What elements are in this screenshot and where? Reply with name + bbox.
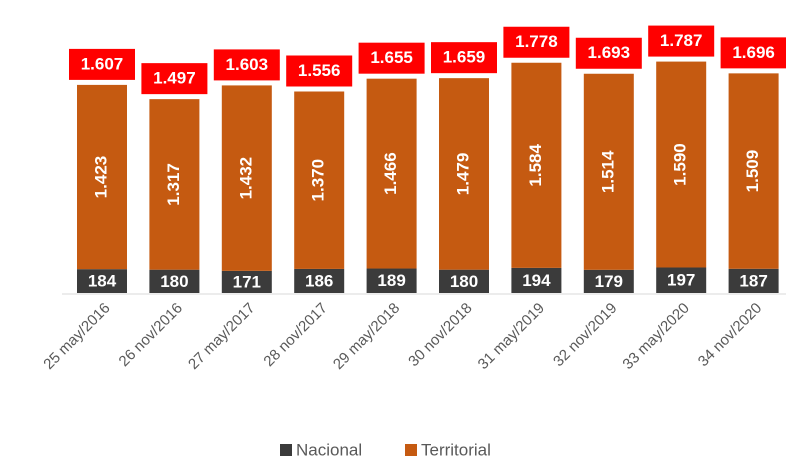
bar-segment [149,99,200,270]
value-label: 184 [88,272,117,291]
x-tick-label: 31 may/2019 [475,300,548,373]
value-label: 171 [233,272,261,291]
total-label: 1.696 [732,43,775,62]
value-label: 1.317 [164,163,183,206]
x-tick-label: 32 nov/2019 [550,300,620,370]
bar-segment [439,78,489,270]
bar-segment [149,269,200,293]
x-tick-label: 33 may/2020 [619,300,692,373]
bar-segment [77,269,127,293]
bar-segment [221,270,272,293]
value-label: 1.590 [671,143,690,186]
total-label: 1.659 [443,48,486,67]
legend-label: Nacional [296,440,362,459]
total-box [720,37,786,69]
value-label: 187 [739,271,767,290]
total-label: 1.497 [153,69,196,88]
x-tick-label: 30 nov/2018 [405,300,475,370]
legend-swatch [405,444,417,456]
bar-segment [728,268,779,293]
bar-segment [221,85,272,271]
value-label: 180 [450,272,478,291]
bar-segment [366,78,417,269]
bar-segment [656,267,707,293]
value-label: 186 [305,271,333,290]
x-tick-label: 25 may/2016 [40,300,113,373]
value-label: 1.423 [91,156,110,199]
bar-segment [366,268,417,293]
total-box [431,42,497,74]
bar-segment [511,267,562,293]
total-label: 1.787 [660,31,703,50]
total-box [648,25,715,57]
bar-segment [583,269,634,293]
total-box [213,49,280,81]
total-box [503,26,570,58]
total-box [141,63,208,95]
value-label: 1.509 [743,150,762,193]
total-box [575,37,642,69]
bar-segment [511,62,562,268]
x-tick-label: 26 nov/2016 [116,300,186,370]
value-label: 1.370 [309,159,328,202]
x-tick-label: 34 nov/2020 [695,300,765,370]
value-label: 180 [160,272,188,291]
total-box [69,48,135,80]
total-box [358,42,425,74]
total-label: 1.778 [515,32,558,51]
value-label: 194 [522,271,551,290]
bar-segment [728,73,779,269]
bar-segment [583,73,634,270]
x-tick-label: 27 may/2017 [185,300,258,373]
legend-swatch [280,444,292,456]
value-label: 1.584 [526,143,545,186]
bar-segment [656,61,707,268]
bar-segment [439,269,489,293]
value-label: 1.432 [236,157,255,200]
value-label: 189 [377,271,405,290]
bar-segment [294,91,345,269]
value-label: 1.479 [453,153,472,196]
value-label: 1.466 [381,152,400,195]
total-label: 1.693 [588,43,631,62]
value-label: 1.514 [598,150,617,193]
value-label: 197 [667,271,695,290]
total-label: 1.603 [226,55,269,74]
bar-segment [294,268,345,293]
total-label: 1.655 [370,48,413,67]
total-box [286,55,353,87]
legend-label: Territorial [421,440,491,459]
value-label: 179 [595,272,623,291]
bar-segment [77,84,127,270]
x-tick-label: 28 nov/2017 [260,300,330,370]
total-label: 1.607 [81,54,124,73]
x-tick-label: 29 may/2018 [330,300,403,373]
total-label: 1.556 [298,61,341,80]
